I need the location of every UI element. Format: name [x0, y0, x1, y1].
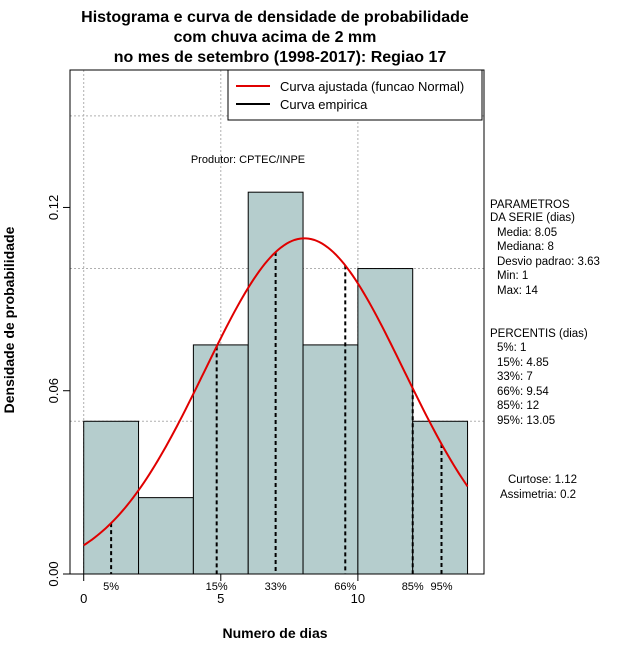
- histogram-bar: [83, 420, 140, 575]
- percentile-label: 95%: [430, 581, 452, 593]
- y-tick-label: 0.12: [46, 195, 61, 220]
- legend: Curva ajustada (funcao Normal) Curva emp…: [227, 69, 483, 121]
- title-line-3: no mes de setembro (1998-2017): Regiao 1…: [114, 49, 447, 66]
- percentile-label: 5%: [103, 581, 119, 593]
- stat-mediana: Mediana: 8: [497, 241, 554, 253]
- x-axis: 0 5 10: [80, 573, 365, 606]
- percentil-95: 95%: 13.05: [497, 415, 555, 427]
- y-axis: 0.00 0.06 0.12: [46, 195, 71, 587]
- title-line-2: com chuva acima de 2 mm: [174, 29, 377, 46]
- histogram-bar: [302, 344, 359, 575]
- stat-min: Min: 1: [497, 270, 528, 282]
- legend-label-fitted: Curva ajustada (funcao Normal): [280, 79, 464, 94]
- parametros-title-1: PARAMETROS: [490, 199, 570, 211]
- stat-media: Media: 8.05: [497, 227, 557, 239]
- percentile-lines: 5% 15% 33% 66% 85% 95%: [103, 252, 453, 593]
- y-tick-label: 0.06: [46, 378, 61, 403]
- producer-annotation: Produtor: CPTEC/INPE: [191, 154, 305, 166]
- percentil-15: 15%: 4.85: [497, 357, 549, 369]
- histogram-bar: [412, 420, 469, 575]
- x-tick-label: 10: [351, 591, 365, 606]
- percentil-5: 5%: 1: [497, 342, 526, 354]
- percentile-label: 85%: [402, 581, 424, 593]
- histogram-bar: [192, 344, 249, 575]
- y-tick-label: 0.00: [46, 561, 61, 586]
- percentis-title: PERCENTIS (dias): [490, 328, 588, 340]
- y-axis-label: Densidade de probabilidade: [1, 226, 17, 413]
- stat-max: Max: 14: [497, 285, 539, 297]
- percentile-label: 66%: [334, 581, 356, 593]
- stat-assimetria: Assimetria: 0.2: [500, 489, 576, 501]
- histogram-bar: [247, 191, 304, 575]
- histogram-bar: [138, 497, 194, 575]
- x-tick-label: 5: [217, 591, 224, 606]
- chart-title: Histograma e curva de densidade de proba…: [81, 9, 469, 66]
- legend-box: [227, 69, 483, 121]
- histogram-bar: [357, 268, 414, 575]
- statistics-panel: PARAMETROS DA SERIE (dias) Media: 8.05 M…: [490, 199, 600, 501]
- normal-curve: [83, 237, 469, 547]
- legend-label-empirical: Curva empirica: [280, 97, 368, 112]
- stat-curtose: Curtose: 1.12: [508, 474, 577, 486]
- percentile-label: 33%: [265, 581, 287, 593]
- parametros-title-2: DA SERIE (dias): [490, 212, 575, 224]
- stat-desvio: Desvio padrao: 3.63: [497, 256, 600, 268]
- title-line-1: Histograma e curva de densidade de proba…: [81, 9, 469, 26]
- percentil-66: 66%: 9.54: [497, 386, 549, 398]
- percentil-85: 85%: 12: [497, 400, 539, 412]
- x-axis-label: Numero de dias: [222, 625, 327, 641]
- percentile-label: 15%: [206, 581, 228, 593]
- percentil-33: 33%: 7: [497, 371, 533, 383]
- x-tick-label: 0: [80, 591, 87, 606]
